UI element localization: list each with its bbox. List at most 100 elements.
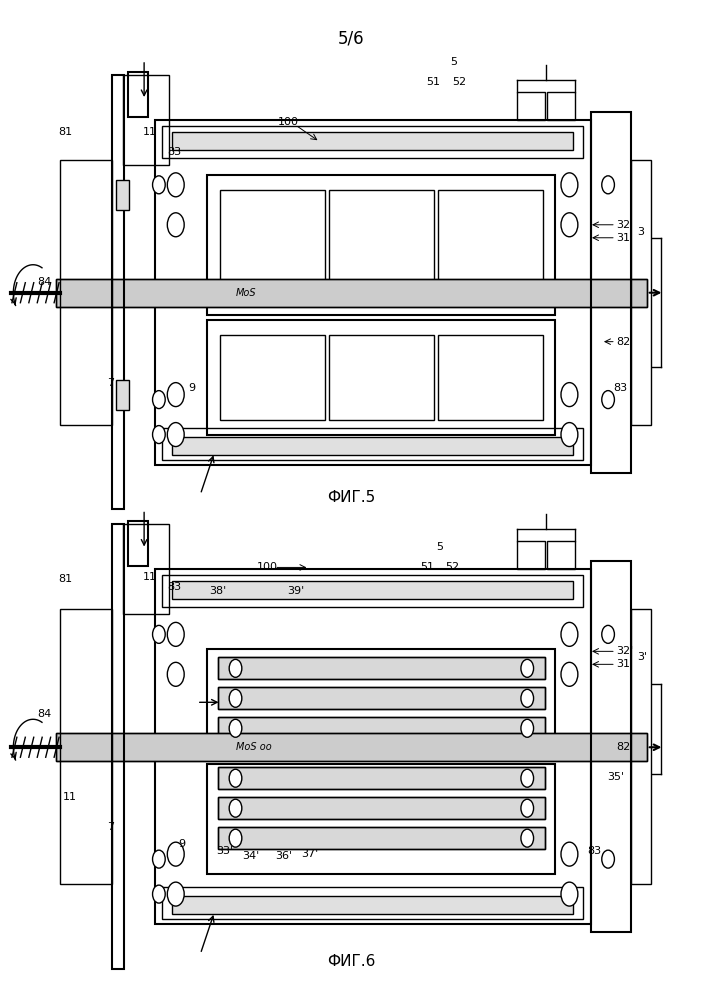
Circle shape — [561, 383, 578, 407]
Bar — [218, 687, 545, 709]
Bar — [56, 733, 647, 761]
Text: 32': 32' — [617, 646, 634, 656]
Bar — [218, 797, 545, 819]
Circle shape — [167, 622, 184, 646]
Circle shape — [561, 842, 578, 866]
Text: 84: 84 — [37, 277, 51, 287]
Circle shape — [229, 799, 242, 817]
Text: ФИГ.5: ФИГ.5 — [328, 490, 375, 505]
Bar — [547, 541, 575, 569]
Bar — [172, 132, 573, 150]
Circle shape — [167, 173, 184, 197]
Text: 36': 36' — [276, 851, 292, 861]
Text: 3': 3' — [638, 652, 647, 662]
Bar — [220, 190, 325, 300]
Bar — [155, 120, 591, 465]
Circle shape — [521, 689, 534, 707]
Circle shape — [153, 176, 165, 194]
Text: 11: 11 — [143, 127, 157, 137]
Circle shape — [602, 176, 614, 194]
Bar — [631, 160, 651, 425]
Bar — [172, 896, 573, 914]
Bar — [155, 569, 591, 924]
Bar — [218, 717, 545, 739]
Circle shape — [167, 383, 184, 407]
Circle shape — [561, 213, 578, 237]
Text: 9: 9 — [178, 839, 185, 849]
Text: 83: 83 — [614, 383, 628, 393]
Text: 82: 82 — [617, 337, 631, 347]
Bar — [60, 609, 112, 884]
Bar — [207, 764, 555, 874]
Text: 5/6: 5/6 — [338, 30, 365, 48]
Bar — [547, 92, 575, 120]
Bar — [60, 160, 112, 425]
Circle shape — [561, 882, 578, 906]
Bar — [218, 657, 545, 679]
Bar — [207, 175, 555, 315]
Text: 83: 83 — [167, 147, 181, 157]
Text: 31': 31' — [617, 659, 633, 669]
Text: 37': 37' — [301, 849, 318, 859]
Text: 81: 81 — [58, 127, 72, 137]
Text: 51: 51 — [426, 77, 440, 87]
Circle shape — [521, 829, 534, 847]
Text: 5: 5 — [450, 57, 457, 67]
Text: 31: 31 — [617, 233, 631, 243]
Bar — [438, 190, 543, 300]
Circle shape — [561, 622, 578, 646]
Bar — [218, 767, 545, 789]
Bar — [329, 190, 434, 300]
Bar — [172, 581, 573, 599]
Text: 100: 100 — [278, 117, 299, 127]
Text: 34': 34' — [243, 851, 260, 861]
Bar — [172, 437, 573, 455]
Circle shape — [521, 659, 534, 677]
Bar — [218, 797, 545, 819]
Text: 9: 9 — [188, 383, 195, 393]
Circle shape — [229, 659, 242, 677]
Circle shape — [521, 769, 534, 787]
Circle shape — [602, 391, 614, 409]
Text: 38': 38' — [209, 586, 226, 596]
Bar — [218, 717, 545, 739]
Circle shape — [229, 829, 242, 847]
Bar — [591, 112, 631, 473]
Bar — [517, 92, 545, 120]
Text: 52: 52 — [445, 562, 459, 572]
Text: 100: 100 — [257, 562, 278, 572]
Circle shape — [153, 625, 165, 643]
Text: 39': 39' — [287, 586, 304, 596]
Text: 11: 11 — [63, 792, 77, 802]
Text: ФИГ.6: ФИГ.6 — [328, 953, 375, 969]
Bar — [207, 320, 555, 435]
Bar — [116, 180, 129, 210]
Text: MoS oo: MoS oo — [236, 742, 271, 752]
Circle shape — [602, 850, 614, 868]
Text: 84: 84 — [37, 709, 51, 719]
Text: 51: 51 — [420, 562, 434, 572]
Bar — [162, 575, 583, 607]
Bar — [112, 524, 124, 969]
Circle shape — [229, 719, 242, 737]
Bar — [218, 687, 545, 709]
Circle shape — [167, 213, 184, 237]
Text: 32: 32 — [617, 220, 631, 230]
Circle shape — [167, 882, 184, 906]
Text: 7: 7 — [108, 822, 115, 832]
Bar — [207, 649, 555, 744]
Bar — [218, 657, 545, 679]
Text: 33': 33' — [217, 846, 233, 856]
Circle shape — [229, 689, 242, 707]
Circle shape — [153, 426, 165, 444]
Text: 11: 11 — [143, 572, 157, 582]
Circle shape — [602, 625, 614, 643]
Text: 83: 83 — [167, 582, 181, 592]
Bar — [162, 126, 583, 158]
Text: 5: 5 — [436, 542, 443, 552]
Bar — [112, 75, 124, 509]
Text: 81: 81 — [58, 574, 72, 584]
Circle shape — [167, 842, 184, 866]
Circle shape — [167, 423, 184, 447]
Bar — [116, 380, 129, 410]
